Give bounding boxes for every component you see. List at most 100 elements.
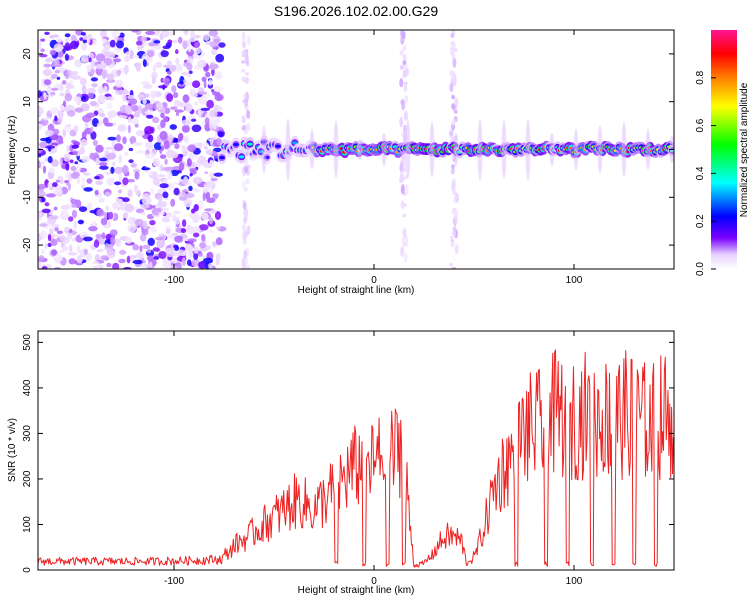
noise-blob	[40, 48, 45, 53]
streak-blob	[403, 124, 407, 134]
noise-blob	[50, 226, 55, 230]
noise-blob	[141, 55, 151, 60]
noise-blob	[209, 136, 213, 146]
noise-blob	[211, 241, 217, 246]
noise-blob	[101, 232, 106, 239]
noise-blob	[94, 176, 101, 180]
spike-blob	[621, 121, 627, 178]
noise-blob	[155, 102, 164, 110]
noise-blob	[136, 150, 146, 155]
noise-blob	[167, 134, 174, 143]
noise-blob	[105, 146, 114, 150]
streak-blob	[242, 260, 247, 268]
noise-blob	[38, 54, 48, 58]
noise-blob	[99, 165, 109, 170]
streak-blob	[451, 70, 456, 81]
streak-blob	[451, 94, 456, 100]
streak-blob	[404, 184, 409, 195]
noise-blob	[209, 41, 219, 48]
noise-blob	[112, 262, 120, 269]
noise-blob	[174, 63, 183, 72]
noise-blob	[104, 44, 110, 48]
colorbar-ticks: 0.0 0.2 0.4 0.6 0.8	[695, 70, 716, 276]
noise-blob	[142, 58, 147, 68]
noise-blob	[145, 30, 156, 36]
noise-blob	[158, 212, 165, 216]
noise-blob	[173, 92, 179, 99]
streak-blob	[451, 118, 456, 126]
noise-blob	[81, 155, 91, 163]
noise-blob	[169, 124, 177, 130]
noise-blob	[122, 197, 130, 203]
noise-blob	[144, 110, 154, 115]
snr-y-ticks: 0 100 200 300 400 500	[22, 334, 674, 573]
noise-blob	[183, 30, 189, 36]
noise-blob	[158, 85, 168, 89]
noise-blob	[145, 93, 150, 98]
streak-blob	[450, 40, 455, 47]
noise-blob	[51, 87, 59, 91]
noise-blob	[173, 187, 180, 196]
noise-blob	[57, 110, 64, 119]
noise-blob	[125, 106, 133, 115]
noise-blob	[95, 144, 104, 153]
streak-blob	[242, 181, 246, 189]
noise-blob	[47, 242, 52, 248]
noise-blob	[147, 50, 154, 58]
streak-blob	[246, 225, 251, 236]
noise-blob	[68, 216, 74, 222]
noise-blob	[55, 179, 61, 183]
spike-blob	[477, 118, 483, 181]
noise-blob	[153, 40, 161, 44]
noise-blob	[130, 163, 138, 168]
noise-blob	[109, 229, 118, 237]
noise-blob	[112, 161, 116, 166]
streak-blob	[243, 94, 248, 99]
spectrogram-y-ticks: -20 -10 0 10 20	[22, 48, 674, 252]
noise-blob	[74, 161, 79, 165]
noise-blob	[134, 123, 139, 128]
noise-blob	[53, 253, 63, 263]
noise-blob	[161, 30, 170, 38]
noise-blob	[91, 83, 98, 88]
noise-blob	[84, 120, 89, 129]
noise-blob	[182, 94, 190, 103]
colorbar-tick-label: 0.0	[695, 262, 706, 276]
noise-blob	[86, 202, 93, 211]
streak-blob	[241, 60, 246, 64]
noise-blob	[152, 205, 156, 209]
noise-blob	[203, 182, 212, 188]
noise-blob	[107, 211, 114, 220]
noise-blob	[118, 154, 123, 164]
noise-blob	[71, 144, 80, 149]
noise-blob	[214, 211, 222, 220]
noise-blob	[128, 147, 134, 152]
streak-blob	[244, 72, 249, 76]
noise-blob	[132, 141, 143, 146]
x-tick-label: 0	[371, 576, 377, 587]
y-tick-label: -20	[22, 237, 33, 252]
noise-blob	[95, 233, 102, 239]
noise-blob	[66, 144, 70, 152]
noise-blob	[64, 33, 71, 38]
noise-blob	[208, 120, 214, 130]
carrier-core	[233, 142, 239, 147]
noise-blob	[152, 176, 160, 186]
noise-blob	[212, 193, 219, 200]
noise-blob	[140, 211, 146, 216]
noise-blob	[181, 257, 187, 267]
spike-blob	[573, 128, 579, 171]
noise-blob	[164, 212, 172, 218]
spike-blob	[285, 118, 291, 181]
spike-blob	[525, 119, 531, 180]
noise-blob	[103, 57, 113, 66]
noise-blob	[134, 171, 140, 180]
noise-blob	[81, 177, 86, 186]
noise-blob	[101, 38, 107, 44]
noise-blob	[100, 217, 108, 226]
noise-blob	[105, 205, 110, 211]
noise-blob	[126, 255, 131, 264]
noise-blob	[147, 134, 154, 143]
noise-blob	[170, 264, 176, 269]
